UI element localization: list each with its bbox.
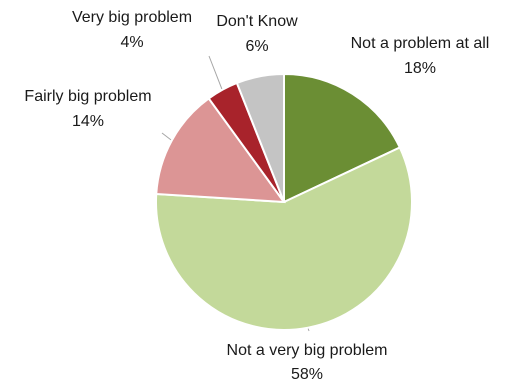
slice-label-not-a-very-big-problem: Not a very big problem [227, 342, 388, 359]
slice-value-not-a-very-big-problem: 58% [291, 366, 323, 383]
leader-line-fairly-big-problem [161, 132, 172, 141]
leader-line-very-big-problem [208, 55, 223, 90]
slice-value-dont-know: 6% [245, 38, 268, 55]
pie-slice-fairly-big-problem [155, 97, 287, 204]
pie-slice-not-a-very-big-problem [155, 146, 413, 331]
pie-slices [155, 72, 413, 331]
slice-label-fairly-big-problem: Fairly big problem [24, 88, 151, 105]
slice-value-not-a-problem-at-all: 18% [404, 60, 436, 77]
leader-lines [161, 55, 310, 332]
slice-label-dont-know: Don't Know [216, 13, 298, 30]
slice-label-very-big-problem: Very big problem [72, 9, 192, 26]
pie-slice-dont-know [235, 72, 285, 203]
slice-value-very-big-problem: 4% [120, 34, 143, 51]
slice-value-fairly-big-problem: 14% [72, 113, 104, 130]
leader-line-not-a-very-big-problem [307, 328, 310, 332]
slice-label-not-a-problem-at-all: Not a problem at all [351, 35, 490, 52]
pie-slice-not-a-problem-at-all [283, 72, 402, 204]
